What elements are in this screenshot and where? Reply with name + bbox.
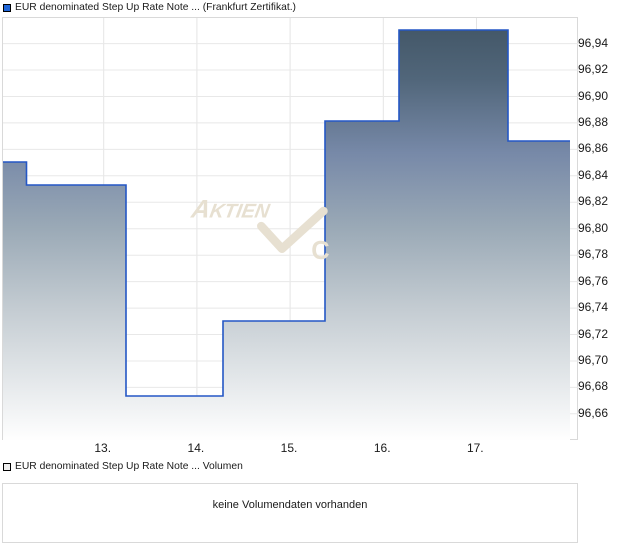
svg-text:C: C — [311, 237, 329, 265]
svg-text:AKTIEN: AKTIEN — [188, 196, 272, 224]
